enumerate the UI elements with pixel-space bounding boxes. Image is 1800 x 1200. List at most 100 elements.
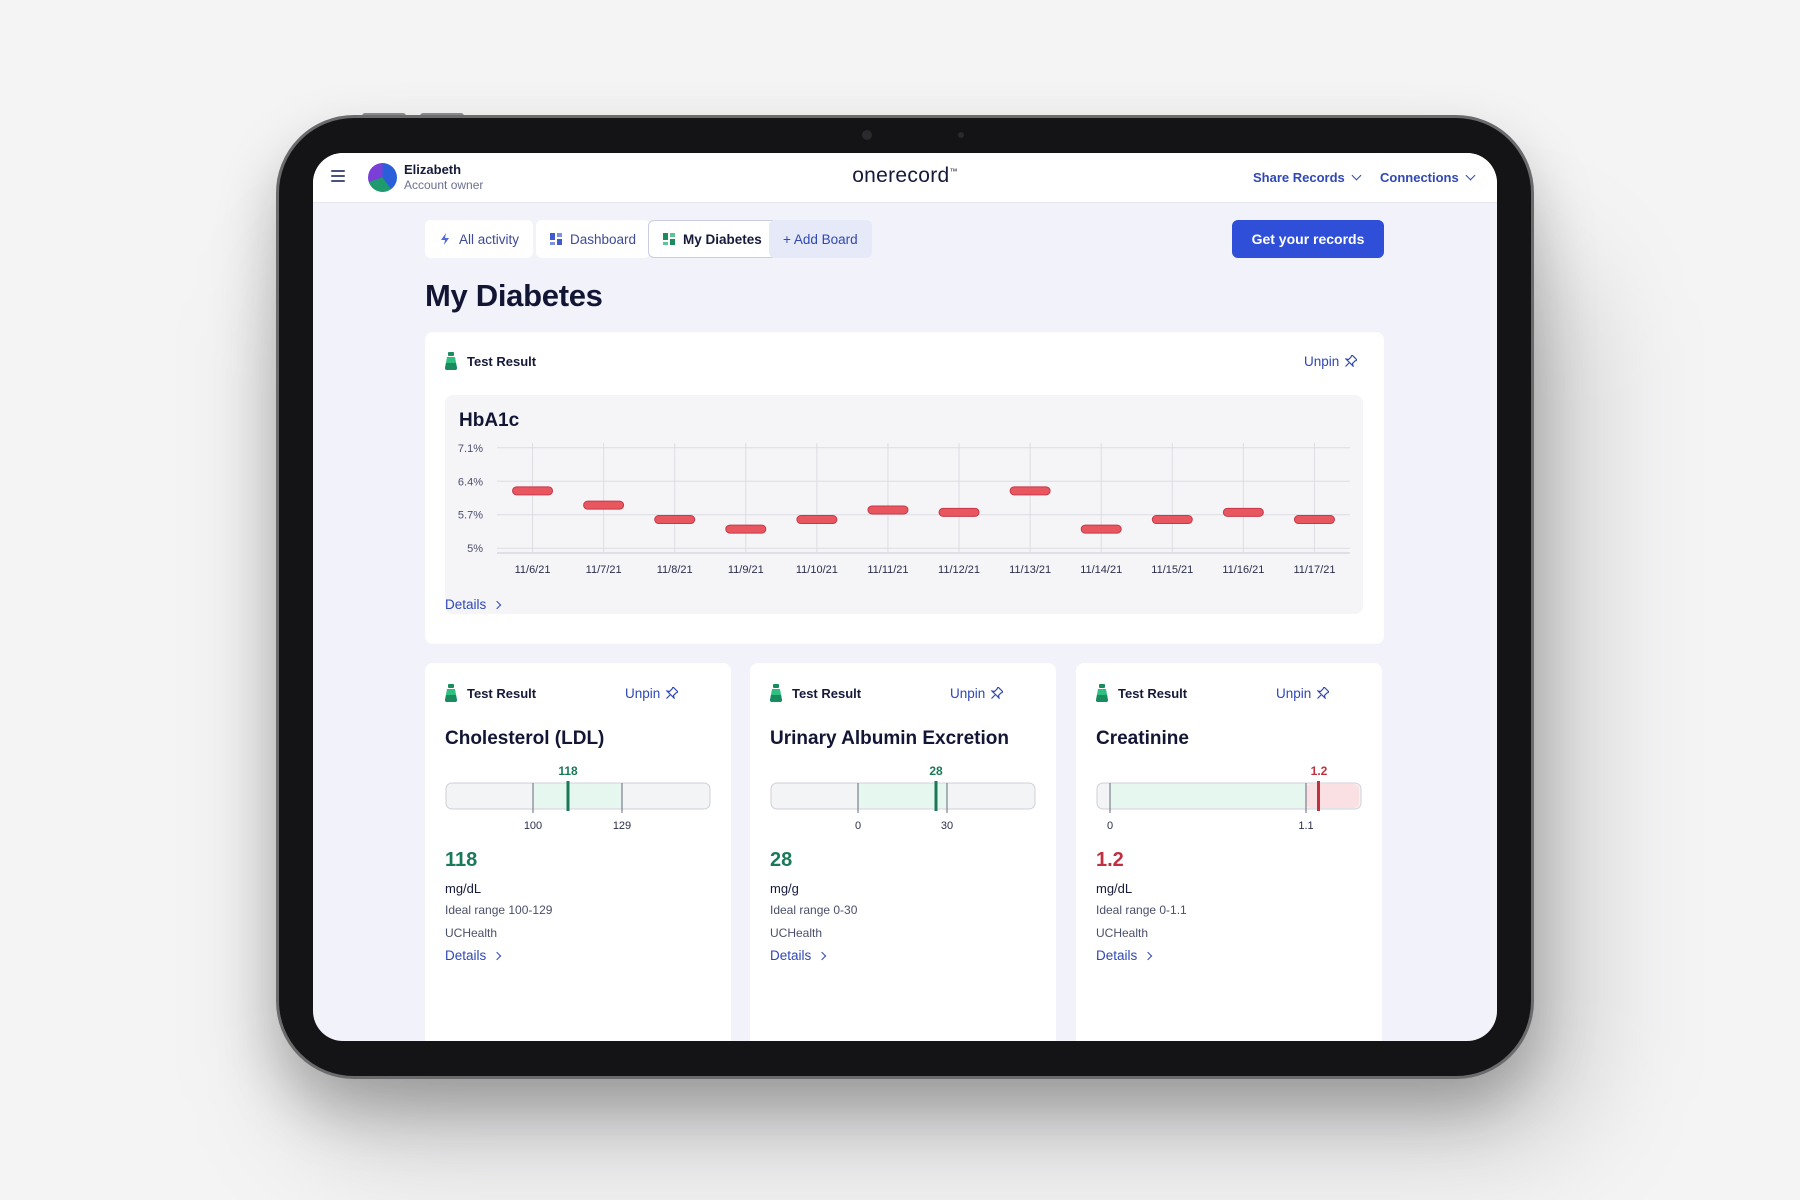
pin-icon bbox=[666, 687, 679, 699]
result-card-2: Test Result Unpin Urinary Albumin Excret… bbox=[750, 663, 1056, 1041]
ideal-range-band bbox=[533, 784, 622, 808]
chevron-right-icon bbox=[493, 951, 502, 961]
result-value: 1.2 bbox=[1096, 849, 1124, 871]
chevron-down-icon bbox=[1465, 170, 1476, 181]
tab-my-diabetes[interactable]: My Diabetes bbox=[648, 220, 777, 258]
result-title: Cholesterol (LDL) bbox=[445, 728, 605, 749]
x-tick-label: 11/9/21 bbox=[728, 564, 764, 576]
range-tick-label: 0 bbox=[855, 820, 861, 832]
result-value: 118 bbox=[445, 849, 478, 871]
value-marker bbox=[934, 781, 938, 811]
ideal-range-band bbox=[1110, 784, 1306, 808]
get-records-button[interactable]: Get your records bbox=[1232, 220, 1384, 258]
result-card-1: Test Result Unpin Cholesterol (LDL) 118 1… bbox=[425, 663, 731, 1041]
hba1c-chart-panel: HbA1c 7.1% 6.4% 5.7% 5% 11/6/21 11/7/21 11/8/2… bbox=[445, 395, 1363, 614]
hba1c-data-point[interactable] bbox=[796, 515, 838, 525]
hba1c-data-point[interactable] bbox=[1222, 507, 1264, 517]
y-tick-label: 5% bbox=[467, 543, 483, 555]
card-label: Test Result bbox=[467, 354, 537, 369]
chevron-right-icon bbox=[1144, 951, 1153, 961]
high-range-band bbox=[1306, 784, 1359, 808]
result-value: 28 bbox=[770, 849, 793, 871]
x-tick-label: 11/8/21 bbox=[657, 564, 693, 576]
chevron-down-icon bbox=[1351, 170, 1362, 181]
tab-all-activity[interactable]: All activity bbox=[425, 220, 534, 258]
hamburger-menu-icon[interactable] bbox=[331, 170, 347, 184]
chart-title: HbA1c bbox=[459, 410, 520, 431]
board-icon bbox=[663, 233, 675, 245]
card-label: Test Result bbox=[1118, 686, 1188, 701]
trademark-mark: ™ bbox=[949, 167, 958, 176]
x-tick-label: 11/17/21 bbox=[1293, 564, 1335, 576]
unpin-button[interactable]: Unpin bbox=[1304, 354, 1358, 369]
x-tick-label: 11/12/21 bbox=[938, 564, 980, 576]
hba1c-data-point[interactable] bbox=[725, 524, 767, 534]
ideal-range: Ideal range 100-129 bbox=[445, 903, 553, 917]
chevron-right-icon bbox=[818, 951, 827, 961]
unpin-button[interactable]: Unpin bbox=[950, 686, 1004, 701]
y-tick-label: 5.7% bbox=[458, 510, 483, 522]
hba1c-data-point[interactable] bbox=[1080, 524, 1122, 534]
avatar[interactable] bbox=[368, 163, 397, 192]
marker-label: 1.2 bbox=[1311, 764, 1328, 778]
user-role: Account owner bbox=[404, 178, 484, 192]
sensor-icon bbox=[958, 132, 964, 138]
ideal-range-band bbox=[858, 784, 947, 808]
camera-bar bbox=[808, 130, 1108, 140]
ideal-range: Ideal range 0-1.1 bbox=[1096, 903, 1187, 917]
x-tick-label: 11/15/21 bbox=[1151, 564, 1193, 576]
hba1c-data-point[interactable] bbox=[938, 507, 980, 517]
pin-icon bbox=[1345, 355, 1358, 367]
connections-menu[interactable]: Connections bbox=[1380, 170, 1476, 185]
flask-icon bbox=[445, 684, 457, 702]
flask-icon bbox=[445, 352, 457, 370]
unpin-button[interactable]: Unpin bbox=[1276, 686, 1330, 701]
hba1c-data-point[interactable] bbox=[1293, 515, 1335, 525]
x-tick-label: 11/7/21 bbox=[586, 564, 622, 576]
share-records-menu[interactable]: Share Records bbox=[1253, 170, 1362, 185]
hba1c-data-point[interactable] bbox=[1009, 486, 1051, 496]
chevron-right-icon bbox=[493, 600, 502, 610]
marker-label: 118 bbox=[558, 764, 578, 778]
pin-icon bbox=[1317, 687, 1330, 699]
range-tick-label: 30 bbox=[941, 820, 953, 832]
hba1c-data-point[interactable] bbox=[654, 515, 696, 525]
range-bar: 1.2 0 1.1 bbox=[1096, 764, 1362, 832]
result-card-3: Test Result Unpin Creatinine 1.2 0 1.1 1.2… bbox=[1076, 663, 1382, 1041]
screen: Elizabeth Account owner onerecord™ Share… bbox=[313, 153, 1497, 1041]
details-link[interactable]: Details bbox=[445, 948, 502, 963]
result-title: Urinary Albumin Excretion bbox=[770, 728, 1009, 749]
unpin-button[interactable]: Unpin bbox=[625, 686, 679, 701]
hba1c-data-point[interactable] bbox=[1151, 515, 1193, 525]
range-bar: 28 0 30 bbox=[770, 764, 1036, 832]
bolt-icon bbox=[441, 233, 449, 245]
details-link[interactable]: Details bbox=[770, 948, 827, 963]
top-bar: Elizabeth Account owner onerecord™ Share… bbox=[313, 153, 1497, 203]
card-label: Test Result bbox=[792, 686, 862, 701]
details-link[interactable]: Details bbox=[445, 597, 502, 612]
hba1c-chart: 7.1% 6.4% 5.7% 5% 11/6/21 11/7/21 11/8/21 11/9/… bbox=[458, 443, 1350, 576]
hba1c-data-point[interactable] bbox=[867, 505, 909, 515]
marker-label: 28 bbox=[929, 764, 943, 778]
card-label: Test Result bbox=[467, 686, 537, 701]
x-tick-label: 11/11/21 bbox=[867, 564, 908, 576]
details-link[interactable]: Details bbox=[1096, 948, 1153, 963]
result-unit: mg/g bbox=[770, 881, 799, 896]
add-board-button[interactable]: + Add Board bbox=[769, 220, 872, 258]
hba1c-data-point[interactable] bbox=[512, 486, 554, 496]
dashboard-icon bbox=[550, 233, 562, 245]
hba1c-card: Test Result Unpin HbA1c 7.1% 6.4% 5.7% 5% 11… bbox=[425, 332, 1384, 644]
flask-icon bbox=[770, 684, 782, 702]
app-logo: onerecord™ bbox=[852, 164, 958, 187]
page-title: My Diabetes bbox=[425, 278, 603, 313]
range-tick-label: 0 bbox=[1107, 820, 1113, 832]
hba1c-data-point[interactable] bbox=[583, 500, 625, 510]
pin-icon bbox=[991, 687, 1004, 699]
range-tick-label: 1.1 bbox=[1298, 820, 1313, 832]
result-unit: mg/dL bbox=[1096, 881, 1133, 896]
x-tick-label: 11/13/21 bbox=[1009, 564, 1051, 576]
x-tick-label: 11/16/21 bbox=[1222, 564, 1264, 576]
user-name: Elizabeth bbox=[404, 162, 462, 177]
tab-dashboard[interactable]: Dashboard bbox=[536, 220, 651, 258]
result-source: UCHealth bbox=[770, 926, 823, 940]
